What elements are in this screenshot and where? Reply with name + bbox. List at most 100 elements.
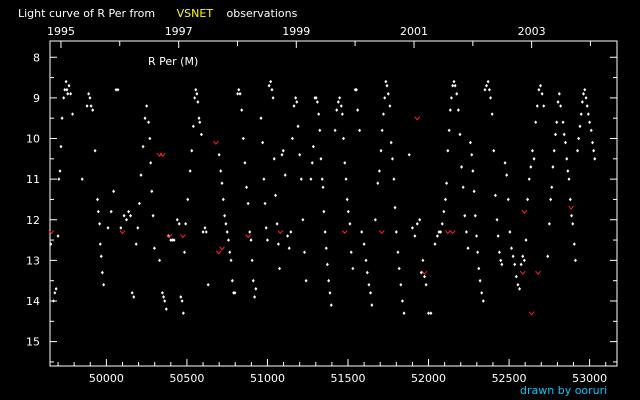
observation-point bbox=[180, 299, 184, 303]
observation-point bbox=[112, 189, 116, 194]
observation-point bbox=[475, 234, 479, 238]
observation-point bbox=[122, 213, 126, 218]
top-tick-label-2001: 2001 bbox=[400, 25, 428, 38]
observation-point bbox=[204, 230, 208, 234]
observation-point bbox=[373, 217, 377, 222]
observation-point bbox=[534, 120, 538, 125]
bottom-tick-label-52000: 52000 bbox=[411, 372, 446, 385]
observation-point bbox=[87, 92, 91, 96]
observation-point bbox=[388, 104, 392, 108]
observation-point bbox=[561, 120, 565, 125]
y-tick-label-12: 12 bbox=[26, 214, 40, 227]
observation-point bbox=[219, 169, 223, 173]
observation-point bbox=[592, 148, 596, 153]
observation-point bbox=[565, 157, 569, 161]
observation-point bbox=[566, 169, 570, 173]
observation-point bbox=[399, 282, 403, 287]
observation-point bbox=[473, 213, 477, 218]
y-tick-label-15: 15 bbox=[26, 336, 40, 349]
observation-point bbox=[265, 238, 269, 242]
observation-point bbox=[314, 96, 318, 100]
observation-point bbox=[509, 246, 513, 250]
observation-point bbox=[495, 217, 499, 222]
y-tick-label-10: 10 bbox=[26, 133, 40, 146]
observation-point bbox=[445, 181, 449, 185]
observation-point bbox=[577, 136, 581, 141]
observation-point bbox=[480, 291, 484, 295]
observation-point bbox=[304, 278, 308, 283]
observation-point bbox=[567, 177, 571, 181]
observation-point bbox=[478, 278, 482, 283]
observation-point bbox=[348, 222, 352, 226]
observation-point bbox=[141, 144, 145, 149]
observation-point bbox=[396, 250, 400, 255]
observation-point bbox=[237, 87, 241, 92]
observation-point bbox=[129, 213, 133, 218]
observation-point bbox=[333, 128, 337, 133]
observation-point bbox=[220, 181, 224, 185]
observation-point bbox=[251, 278, 255, 283]
observation-point bbox=[229, 258, 233, 263]
observation-point bbox=[537, 87, 541, 92]
fainter-than-mark bbox=[48, 230, 55, 235]
observation-point bbox=[358, 128, 362, 133]
fainter-than-mark bbox=[449, 230, 456, 235]
observation-point bbox=[421, 258, 425, 263]
observation-point bbox=[489, 96, 493, 100]
observation-point bbox=[338, 96, 342, 100]
observation-point bbox=[550, 185, 554, 190]
observation-point bbox=[67, 83, 71, 88]
observation-point bbox=[270, 87, 274, 92]
observation-point bbox=[413, 234, 417, 238]
observation-point bbox=[522, 258, 526, 263]
observation-point bbox=[461, 185, 465, 190]
top-year-axis: 1995 1997 1999 2001 2003 bbox=[47, 25, 591, 48]
observation-point bbox=[114, 87, 118, 92]
observation-point bbox=[132, 295, 136, 299]
observation-point bbox=[116, 87, 120, 92]
observation-point bbox=[320, 177, 324, 181]
observation-point bbox=[89, 104, 93, 108]
observation-point bbox=[468, 140, 472, 145]
observation-point bbox=[397, 266, 401, 271]
observation-point bbox=[80, 177, 84, 181]
observation-point bbox=[98, 242, 102, 246]
observation-point bbox=[152, 246, 156, 250]
observation-point bbox=[91, 108, 95, 112]
observation-point bbox=[572, 242, 576, 246]
observation-point bbox=[514, 274, 518, 279]
observation-point bbox=[324, 246, 328, 250]
observation-point bbox=[518, 287, 522, 291]
observation-point bbox=[584, 96, 588, 100]
observation-point bbox=[148, 136, 152, 141]
observation-point bbox=[158, 258, 162, 263]
credit-text: drawn by ooruri bbox=[520, 384, 607, 397]
observation-point bbox=[287, 246, 291, 250]
chart-title: Light curve of R Per from VSNET observat… bbox=[18, 7, 298, 20]
observation-point bbox=[136, 226, 140, 230]
observation-point bbox=[201, 230, 205, 234]
observation-point bbox=[163, 299, 167, 303]
y-tick-label-11: 11 bbox=[26, 173, 40, 186]
observation-point bbox=[448, 108, 452, 112]
observation-point bbox=[446, 148, 450, 153]
observation-point bbox=[513, 262, 517, 267]
observation-point bbox=[322, 209, 326, 214]
y-tick-label-8: 8 bbox=[33, 51, 40, 64]
observation-point bbox=[385, 83, 389, 88]
observation-point bbox=[151, 213, 155, 218]
observation-point bbox=[96, 197, 100, 202]
observation-point bbox=[286, 234, 290, 238]
observation-point bbox=[143, 116, 147, 120]
observation-point bbox=[295, 100, 299, 104]
observation-point bbox=[278, 266, 282, 271]
observation-point bbox=[563, 140, 567, 145]
observation-point bbox=[345, 197, 349, 202]
observation-point bbox=[280, 152, 284, 157]
observation-point bbox=[551, 165, 555, 169]
observation-point bbox=[194, 87, 198, 92]
observation-point bbox=[335, 108, 339, 112]
fainter-than-mark bbox=[421, 270, 428, 275]
observation-point bbox=[379, 148, 383, 153]
observation-point bbox=[460, 165, 464, 169]
